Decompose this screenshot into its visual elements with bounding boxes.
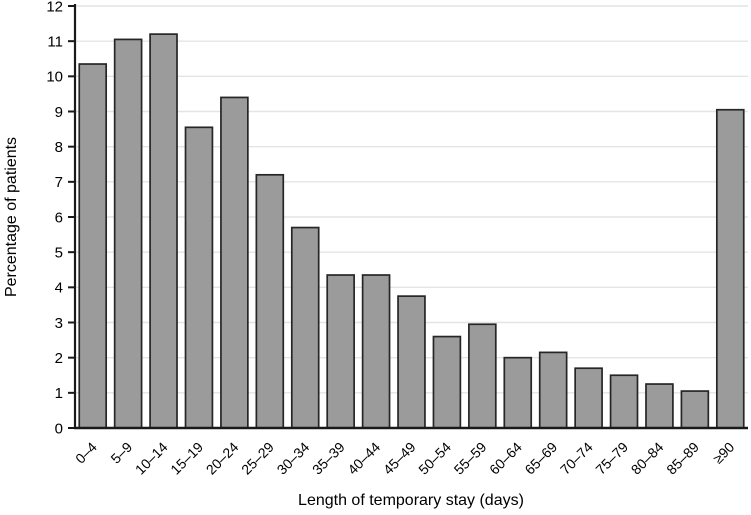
y-tick-label: 2 [55,350,63,367]
y-tick-label: 9 [55,104,63,121]
bar [149,33,178,429]
x-tick-label: 75–79 [592,439,631,478]
bar [290,226,320,429]
y-tick-label: 11 [47,33,63,50]
bar-layer [78,33,745,429]
bar [220,96,249,429]
bar [574,367,603,429]
bar [255,173,285,429]
y-tick-label: 12 [46,0,63,15]
x-tick-label: 40–44 [344,439,383,478]
y-tick-label: 10 [46,69,63,86]
x-tick-label: 50–54 [415,439,454,478]
y-tick-label: 1 [55,385,63,402]
bar [326,274,355,429]
bar [432,335,462,429]
y-tick-label: 3 [55,315,63,332]
y-tick-label: 0 [55,420,63,437]
x-tick-label: 10–14 [132,439,171,478]
bar [397,295,426,429]
bar [715,108,745,429]
x-tick-label: 15–19 [167,439,206,478]
x-tick-label: 85–89 [663,439,702,478]
bar [538,351,568,429]
y-axis-title: Percentage of patients [3,137,20,297]
x-tick-label: 45–49 [380,439,419,478]
x-tick-label: 55–59 [451,439,490,478]
bar [503,356,533,429]
y-tick-label: 7 [55,174,63,191]
bar [113,38,143,429]
y-tick-label: 8 [55,139,63,156]
x-tick-label: 80–84 [628,439,667,478]
x-tick-label: 60–64 [486,439,525,478]
bar [609,374,639,429]
bar [645,383,674,429]
bar [78,63,108,429]
y-tick-label: 4 [55,280,63,297]
x-tick-label: 25–29 [238,439,277,478]
x-tick-label: 35–39 [309,439,348,478]
x-tick-label: 65–69 [521,439,560,478]
y-tick-label: 5 [55,244,63,261]
bar [361,274,391,429]
bar [184,126,214,429]
y-tick-label: 6 [55,209,63,226]
bar [680,390,710,429]
bar [468,323,497,429]
x-tick-label: 30–34 [274,439,313,478]
x-tick-label: ≥90 [710,439,738,467]
x-tick-label: 0–4 [72,439,100,467]
x-tick-label: 70–74 [557,439,596,478]
x-tick-label: 20–24 [203,439,242,478]
x-tick-label: 5–9 [107,439,135,467]
x-axis-title: Length of temporary stay (days) [298,492,524,509]
